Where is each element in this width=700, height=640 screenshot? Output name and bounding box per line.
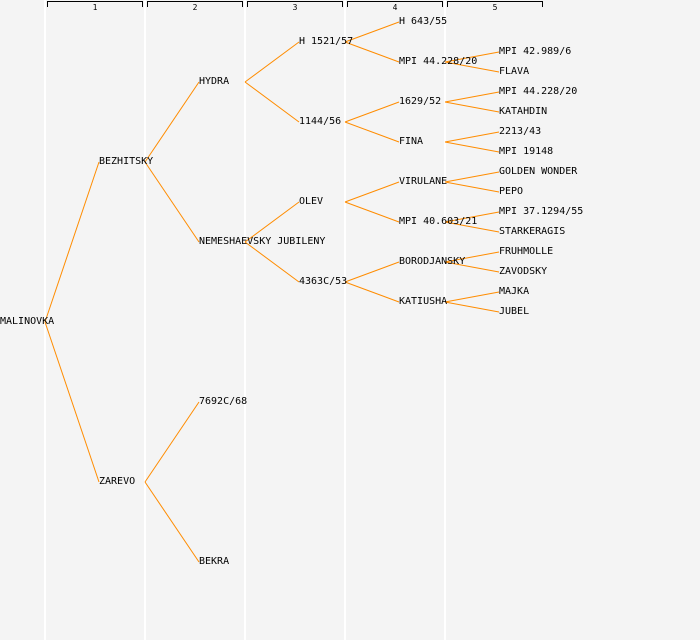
connector-line xyxy=(144,161,200,243)
pedigree-node[interactable]: KATIUSHA xyxy=(399,296,448,307)
pedigree-node[interactable]: BEKRA xyxy=(199,556,230,567)
generation-number: 2 xyxy=(192,3,198,12)
connector-line xyxy=(344,181,400,203)
generation-bracket xyxy=(47,1,143,7)
connector-line xyxy=(244,81,300,123)
pedigree-node[interactable]: KATAHDIN xyxy=(499,106,548,117)
generation-bracket xyxy=(247,1,343,7)
connector-line xyxy=(444,61,500,73)
pedigree-node[interactable]: MPI 44.228/20 xyxy=(399,56,478,67)
pedigree-node[interactable]: JUBEL xyxy=(499,306,530,317)
pedigree-node[interactable]: FRUHMOLLE xyxy=(499,246,554,257)
pedigree-node[interactable]: PEPO xyxy=(499,186,524,197)
pedigree-node[interactable]: MPI 40.603/21 xyxy=(399,216,478,227)
column-separator xyxy=(144,0,146,640)
connector-line xyxy=(444,131,500,143)
pedigree-node[interactable]: FLAVA xyxy=(499,66,530,77)
connector-line xyxy=(444,261,500,273)
pedigree-node[interactable]: ZAREVO xyxy=(99,476,136,487)
generation-number: 3 xyxy=(292,3,298,12)
connector-line xyxy=(344,21,400,43)
connector-line xyxy=(44,321,100,483)
connector-line xyxy=(44,161,100,323)
pedigree-node[interactable]: MPI 19148 xyxy=(499,146,554,157)
pedigree-node[interactable]: BORODJANSKY xyxy=(399,256,466,267)
pedigree-node[interactable]: 1629/52 xyxy=(399,96,442,107)
column-separator xyxy=(244,0,246,640)
connector-line xyxy=(444,291,500,303)
generation-number: 5 xyxy=(492,3,498,12)
pedigree-node[interactable]: 2213/43 xyxy=(499,126,542,137)
connector-line xyxy=(444,251,500,263)
generation-bracket xyxy=(447,1,543,7)
pedigree-node[interactable]: VIRULANE xyxy=(399,176,448,187)
pedigree-node[interactable]: MPI 37.1294/55 xyxy=(499,206,584,217)
pedigree-node[interactable]: STARKERAGIS xyxy=(499,226,566,237)
pedigree-node[interactable]: NEMESHAEVSKY JUBILENY xyxy=(199,236,326,247)
connector-line xyxy=(244,201,300,243)
connector-line xyxy=(444,301,500,313)
connector-line xyxy=(344,281,400,303)
connector-line xyxy=(144,401,200,483)
pedigree-node[interactable]: 4363C/53 xyxy=(299,276,348,287)
connector-line xyxy=(244,41,300,83)
pedigree-node[interactable]: FINA xyxy=(399,136,424,147)
connector-line xyxy=(144,481,200,563)
pedigree-node[interactable]: GOLDEN WONDER xyxy=(499,166,578,177)
connector-line xyxy=(344,261,400,283)
pedigree-node[interactable]: 1144/56 xyxy=(299,116,342,127)
connector-line xyxy=(444,51,500,63)
generation-number: 1 xyxy=(92,3,98,12)
pedigree-node[interactable]: H 643/55 xyxy=(399,16,448,27)
pedigree-node[interactable]: BEZHITSKY xyxy=(99,156,154,167)
column-separator xyxy=(44,0,46,640)
connector-line xyxy=(344,121,400,143)
connector-line xyxy=(444,171,500,183)
pedigree-node[interactable]: HYDRA xyxy=(199,76,230,87)
connector-line xyxy=(444,101,500,113)
pedigree-node[interactable]: MAJKA xyxy=(499,286,530,297)
column-separator xyxy=(344,0,346,640)
pedigree-node[interactable]: H 1521/57 xyxy=(299,36,354,47)
generation-number: 4 xyxy=(392,3,398,12)
pedigree-node[interactable]: MPI 42.989/6 xyxy=(499,46,572,57)
generation-bracket xyxy=(147,1,243,7)
connector-line xyxy=(244,241,300,283)
column-separator xyxy=(444,0,446,640)
connector-line xyxy=(444,91,500,103)
connector-line xyxy=(444,211,500,223)
connector-line xyxy=(444,141,500,153)
generation-bracket xyxy=(347,1,443,7)
pedigree-root[interactable]: MALINOVKA xyxy=(0,316,55,327)
connector-line xyxy=(444,181,500,193)
connector-line xyxy=(444,221,500,233)
pedigree-node[interactable]: OLEV xyxy=(299,196,324,207)
connector-line xyxy=(344,41,400,63)
connector-line xyxy=(344,101,400,123)
connector-line xyxy=(144,81,200,163)
connector-line xyxy=(344,201,400,223)
pedigree-node[interactable]: 7692C/68 xyxy=(199,396,248,407)
pedigree-node[interactable]: MPI 44.228/20 xyxy=(499,86,578,97)
pedigree-node[interactable]: ZAVODSKY xyxy=(499,266,548,277)
